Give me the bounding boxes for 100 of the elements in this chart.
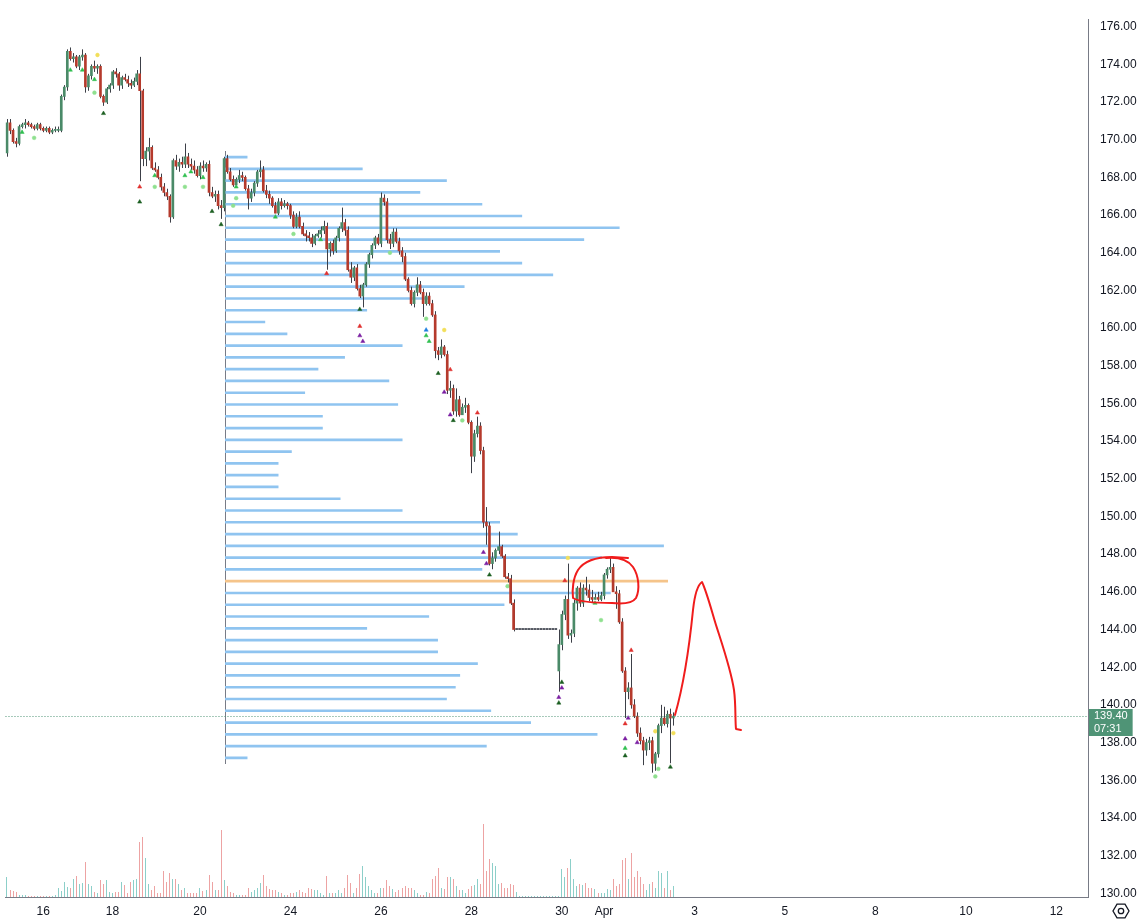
- y-tick-label: 146.00: [1100, 584, 1138, 599]
- point: [137, 184, 143, 189]
- y-tick-label: 138.00: [1100, 734, 1138, 749]
- bar: [225, 497, 341, 501]
- point: [481, 549, 486, 554]
- bar: [225, 308, 368, 312]
- bar: [225, 344, 403, 347]
- point: [634, 739, 640, 744]
- point: [360, 338, 366, 343]
- x-tick-label: 28: [464, 903, 479, 918]
- x-tick-label: 20: [193, 903, 207, 918]
- y-tick-label: 172.00: [1100, 94, 1138, 109]
- bar: [225, 450, 292, 453]
- point: [423, 327, 429, 332]
- bar: [225, 615, 430, 618]
- bar: [225, 626, 368, 630]
- bar: [225, 603, 505, 607]
- bar: [225, 568, 483, 571]
- y-tick-label: 136.00: [1100, 772, 1138, 787]
- point: [423, 333, 429, 338]
- y-tick-label: 152.00: [1100, 471, 1138, 486]
- y-tick-label: 162.00: [1100, 282, 1138, 297]
- point: [357, 306, 363, 311]
- point: [188, 169, 194, 174]
- point: [625, 715, 631, 720]
- ref-line-label: 139.40: [1094, 709, 1128, 722]
- bar: [225, 403, 399, 406]
- bar: [225, 733, 598, 736]
- y-tick-label: 160.00: [1100, 320, 1138, 335]
- bar: [225, 356, 345, 359]
- point: [628, 647, 634, 652]
- y-tick-label: 176.00: [1100, 19, 1138, 34]
- point: [152, 172, 158, 177]
- x-tick-label: 12: [1049, 903, 1064, 918]
- y-tick-label: 164.00: [1100, 245, 1138, 260]
- point: [80, 67, 85, 72]
- x-tick-label: 26: [374, 903, 388, 918]
- candlestick: [454, 387, 458, 418]
- x-tick-label: 10: [959, 903, 973, 918]
- point: [622, 753, 628, 758]
- bar: [225, 709, 492, 713]
- bar: [225, 579, 668, 583]
- y-tick-label: 140.00: [1100, 697, 1138, 712]
- bar: [225, 662, 478, 665]
- y-tick-label: 174.00: [1100, 56, 1138, 71]
- bar: [225, 473, 279, 477]
- bar: [225, 721, 531, 724]
- x-tick-label: 3: [691, 903, 699, 918]
- point: [622, 736, 628, 741]
- point: [209, 208, 215, 213]
- bar: [225, 462, 279, 465]
- bar: [225, 509, 403, 512]
- y-tick-label: 154.00: [1100, 433, 1138, 448]
- y-tick-label: 168.00: [1100, 169, 1138, 184]
- point: [92, 76, 97, 81]
- x-tick-label: Apr: [594, 903, 614, 918]
- y-tick-label: 144.00: [1100, 621, 1138, 636]
- point: [68, 67, 73, 72]
- x-tick-label: 30: [555, 903, 569, 918]
- candlestick: [144, 146, 148, 167]
- point: [19, 129, 25, 134]
- candlestick: [451, 384, 455, 416]
- bar: [225, 674, 461, 677]
- y-tick-label: 142.00: [1100, 659, 1138, 674]
- y-tick-label: 158.00: [1100, 358, 1138, 373]
- point: [622, 721, 628, 726]
- text: 07:31: [1094, 722, 1122, 735]
- x-tick-label: 24: [283, 903, 298, 918]
- y-tick-label: 134.00: [1100, 810, 1138, 825]
- bar: [225, 391, 306, 395]
- candlestick: [117, 71, 120, 92]
- point: [441, 389, 447, 394]
- point: [435, 370, 441, 375]
- point: [592, 600, 598, 605]
- y-tick-label: 170.00: [1100, 132, 1138, 147]
- point: [200, 174, 206, 179]
- y-tick-label: 166.00: [1100, 207, 1138, 222]
- point: [101, 110, 106, 115]
- y-tick-label: 148.00: [1100, 546, 1138, 561]
- point: [233, 184, 239, 189]
- x-tick-label: 5: [781, 903, 789, 918]
- point: [357, 333, 363, 338]
- point: [556, 700, 562, 705]
- point: [273, 214, 278, 219]
- point: [426, 338, 432, 343]
- point: [562, 577, 568, 582]
- point: [182, 172, 188, 177]
- bar: [225, 332, 288, 336]
- x-tick-label: 16: [36, 903, 51, 918]
- point: [475, 410, 480, 415]
- bar: [225, 685, 456, 689]
- point: [357, 323, 363, 328]
- bar: [225, 438, 403, 442]
- point: [556, 694, 562, 699]
- point: [559, 685, 565, 690]
- bar: [225, 414, 323, 418]
- point: [324, 270, 329, 275]
- point: [487, 572, 492, 577]
- x-tick-label: 8: [872, 903, 880, 918]
- y-tick-label: 130.00: [1100, 885, 1138, 900]
